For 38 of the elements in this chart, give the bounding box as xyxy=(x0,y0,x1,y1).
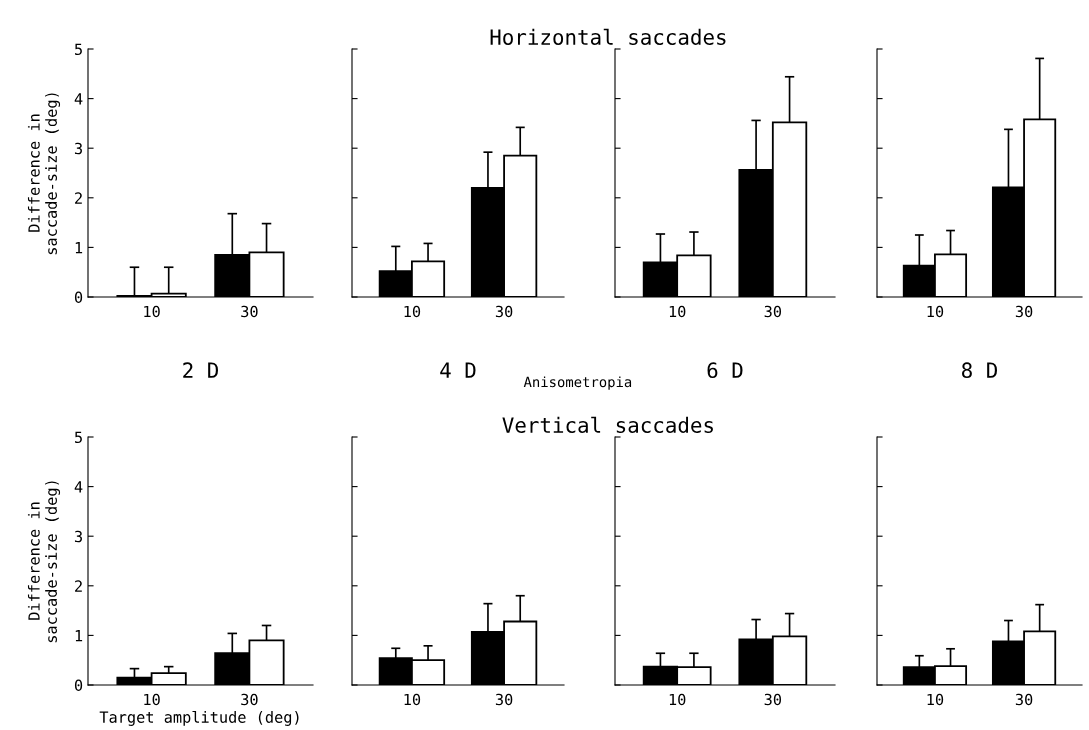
y-tick-label: 5 xyxy=(75,431,82,444)
x-axis-title: Target amplitude (deg) xyxy=(99,710,299,726)
y-tick-label: 5 xyxy=(75,43,82,56)
chart-title: Horizontal saccades xyxy=(490,28,726,45)
y-tick-label: 3 xyxy=(74,530,82,543)
y-tick-label: 0 xyxy=(74,291,83,304)
x-tick-label: 10 xyxy=(144,305,160,318)
x-tick-label: 10 xyxy=(927,693,944,706)
y-tick-label: 3 xyxy=(74,142,82,155)
chart-title: Vertical saccades xyxy=(502,416,713,433)
y-tick-label: 4 xyxy=(74,93,83,105)
y-tick-label: 0 xyxy=(74,679,83,692)
y-tick-label: 4 xyxy=(74,481,83,493)
x-tick-label: 10 xyxy=(404,305,421,318)
x-axis-title: 2 D xyxy=(183,362,219,378)
x-tick-label: 30 xyxy=(764,693,782,706)
x-tick-label: 10 xyxy=(144,693,160,706)
y-tick-label: 2 xyxy=(75,192,82,204)
x-tick-label: 30 xyxy=(495,305,513,318)
x-tick-label: 30 xyxy=(764,305,782,318)
x-tick-label: 10 xyxy=(404,693,421,706)
x-axis-title: 4 D xyxy=(440,362,476,378)
x-tick-label: 10 xyxy=(669,693,686,706)
x-tick-label: 10 xyxy=(669,305,686,318)
text: Anisometropia xyxy=(523,376,632,390)
y-tick-label: 2 xyxy=(75,580,82,592)
x-axis-title: 6 D xyxy=(707,362,743,379)
x-tick-label: 30 xyxy=(241,693,258,706)
y-axis-title: Difference in saccade-size (deg) xyxy=(27,93,61,255)
x-tick-label: 10 xyxy=(927,305,944,318)
x-tick-label: 30 xyxy=(495,693,513,706)
x-tick-label: 30 xyxy=(1015,305,1033,318)
y-tick-label: 1 xyxy=(75,630,83,642)
y-axis-title: Difference in saccade-size (deg) xyxy=(27,481,61,643)
x-tick-label: 30 xyxy=(241,305,258,318)
y-tick-label: 1 xyxy=(75,242,83,254)
x-tick-label: 30 xyxy=(1015,693,1033,706)
x-axis-title: 8 D xyxy=(962,362,998,379)
